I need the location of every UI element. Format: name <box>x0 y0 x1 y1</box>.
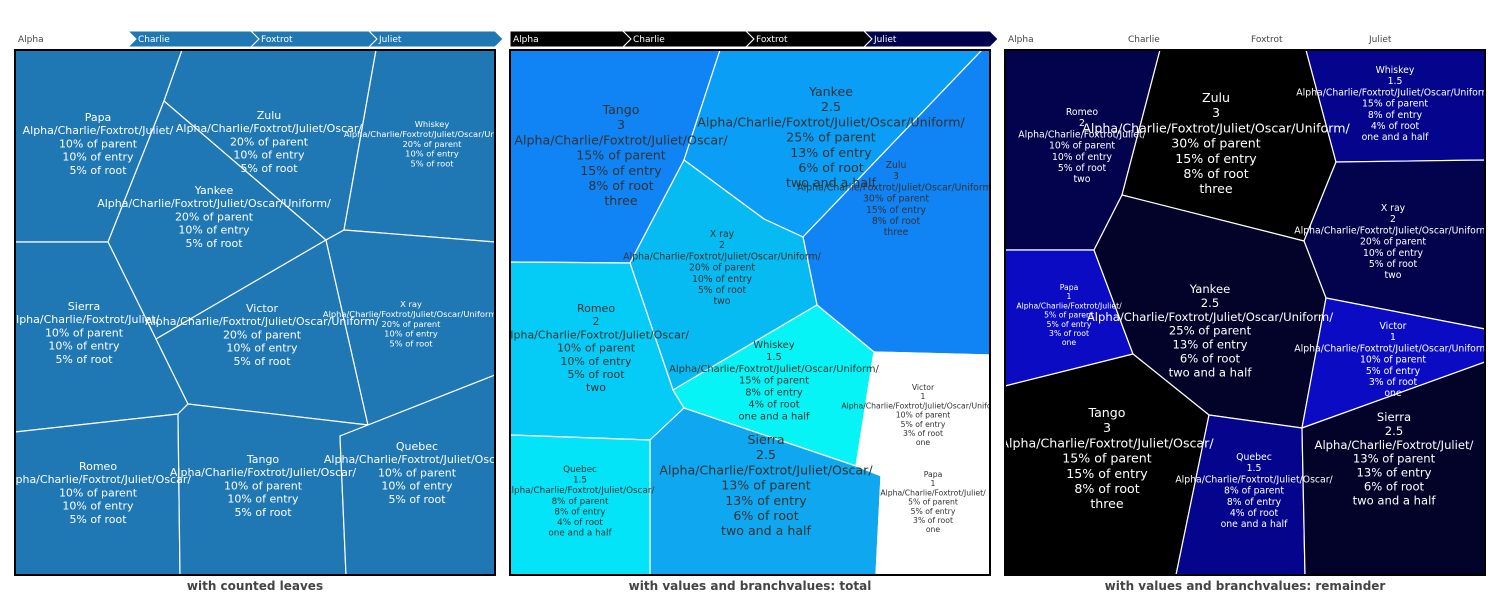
cell-label-victor: Victor Alpha/Charlie/Foxtrot/Juliet/Oscar… <box>145 302 379 368</box>
cell-x-ray[interactable] <box>325 229 495 426</box>
cell-label-zulu: Zulu Alpha/Charlie/Foxtrot/Juliet/Oscar/2… <box>176 109 362 175</box>
cell-label-tango: Tango Alpha/Charlie/Foxtrot/Juliet/Oscar/… <box>170 453 356 519</box>
pathbar-label-juliet: Juliet <box>378 35 402 45</box>
cell-label-papa: Papa 1 Alpha/Charlie/Foxtrot/Juliet/5% of … <box>880 470 986 534</box>
cell-label-romeo: Romeo Alpha/Charlie/Foxtrot/Juliet/Oscar/… <box>5 460 191 526</box>
cell-label-sierra: Sierra 2.5 Alpha/Charlie/Foxtrot/Juliet/13… <box>1315 410 1474 507</box>
cell-label-x-ray: X ray 2 Alpha/Charlie/Foxtrot/Juliet/Oscar… <box>623 229 821 307</box>
cell-romeo[interactable] <box>15 413 181 575</box>
pathbar-label-foxtrot: Foxtrot <box>756 35 788 45</box>
pathbar-segment-juliet[interactable] <box>862 30 999 48</box>
cell-label-tango: Tango 3 Alpha/Charlie/Foxtrot/Juliet/Oscar… <box>1000 405 1214 511</box>
pathbar: Alpha Charlie Foxtrot Juliet <box>1008 35 1392 45</box>
cell-label-quebec: Quebec Alpha/Charlie/Foxtrot/Juliet/Oscar… <box>324 440 510 506</box>
cell-quebec[interactable] <box>1175 414 1306 575</box>
pathbar-label-charlie: Charlie <box>138 35 170 45</box>
pathbar-segment-juliet[interactable] <box>367 30 504 48</box>
pathbar-label-foxtrot: Foxtrot <box>1251 35 1283 45</box>
cell-label-romeo: Romeo 2 Alpha/Charlie/Foxtrot/Juliet/10% o… <box>1018 107 1146 185</box>
treemap-panel-1: Alpha Charlie Foxtrot Juliet Papa Alpha/Charl… <box>5 30 520 593</box>
cell-label-romeo: Romeo 2 Alpha/Charlie/Foxtrot/Juliet/Oscar… <box>503 302 689 394</box>
cell-sierra[interactable] <box>1301 361 1485 575</box>
cell-label-victor: Victor 1 Alpha/Charlie/Foxtrot/Juliet/Osca… <box>841 383 1005 447</box>
cell-label-whiskey: Whiskey 1.5 Alpha/Charlie/Foxtrot/Juliet/O… <box>669 340 879 422</box>
cell-label-papa: Papa 1 Alpha/Charlie/Foxtrot/Juliet/5% of … <box>1016 283 1122 347</box>
cell-label-sierra: Sierra 2.5 Alpha/Charlie/Foxtrot/Juliet/Os… <box>659 432 873 538</box>
cell-label-yankee: Yankee 2.5 Alpha/Charlie/Foxtrot/Juliet/Os… <box>1087 282 1333 379</box>
panel-title: with values and branchvalues: remainder <box>1105 579 1386 593</box>
pathbar-label-alpha: Alpha <box>18 35 44 45</box>
pathbar-label-juliet: Juliet <box>873 35 897 45</box>
cell-quebec[interactable] <box>510 434 651 575</box>
cell-label-zulu: Zulu 3 Alpha/Charlie/Foxtrot/Juliet/Oscar/… <box>1082 90 1350 196</box>
pathbar-label-charlie: Charlie <box>1128 35 1160 45</box>
treemap-panel-3: Alpha Charlie Foxtrot Juliet Romeo 2 Alpha/Cha… <box>1000 35 1494 593</box>
panel-title: with counted leaves <box>187 579 323 593</box>
cells: Papa Alpha/Charlie/Foxtrot/Juliet/10% of … <box>5 50 520 575</box>
cell-victor[interactable] <box>1301 297 1485 429</box>
cell-label-quebec: Quebec 1.5 Alpha/Charlie/Foxtrot/Juliet/Os… <box>1175 452 1333 530</box>
cells: Tango 3 Alpha/Charlie/Foxtrot/Juliet/Oscar… <box>503 50 1005 575</box>
panel-title: with values and branchvalues: total <box>629 579 872 593</box>
pathbar: Alpha Charlie Foxtrot Juliet <box>509 30 999 48</box>
pathbar-label-alpha: Alpha <box>1008 35 1034 45</box>
cell-label-whiskey: Whiskey Alpha/Charlie/Foxtrot/Juliet/Osca… <box>344 119 520 169</box>
cells: Romeo 2 Alpha/Charlie/Foxtrot/Juliet/10% o… <box>1000 50 1494 575</box>
pathbar-label-charlie: Charlie <box>633 35 665 45</box>
cell-label-tango: Tango 3 Alpha/Charlie/Foxtrot/Juliet/Oscar… <box>514 102 728 208</box>
treemap-panel-2: Alpha Charlie Foxtrot Juliet Tango 3 Alpha/Cha… <box>503 30 1005 593</box>
cell-quebec[interactable] <box>339 374 495 575</box>
pathbar-label-juliet: Juliet <box>1368 35 1392 45</box>
cell-whiskey[interactable] <box>1305 50 1485 163</box>
panel-border <box>14 49 496 576</box>
cell-label-yankee: Yankee Alpha/Charlie/Foxtrot/Juliet/Oscar… <box>97 184 331 250</box>
panel-border <box>1004 49 1486 576</box>
cell-whiskey[interactable] <box>343 50 495 243</box>
cell-label-x-ray: X ray 2 Alpha/Charlie/Foxtrot/Juliet/Oscar… <box>1294 203 1492 281</box>
pathbar: Alpha Charlie Foxtrot Juliet <box>18 30 504 48</box>
cell-papa[interactable] <box>875 472 990 575</box>
cell-label-victor: Victor 1 Alpha/Charlie/Foxtrot/Juliet/Osca… <box>1294 321 1492 399</box>
cell-label-sierra: Sierra Alpha/Charlie/Foxtrot/Juliet/10% o… <box>9 300 160 366</box>
pathbar-label-alpha: Alpha <box>513 35 539 45</box>
cell-label-whiskey: Whiskey 1.5 Alpha/Charlie/Foxtrot/Juliet/O… <box>1296 65 1494 143</box>
panel-border <box>509 49 991 576</box>
cell-label-x-ray: X ray Alpha/Charlie/Foxtrot/Juliet/Oscar/… <box>323 299 499 349</box>
cell-label-quebec: Quebec 1.5 Alpha/Charlie/Foxtrot/Juliet/Os… <box>506 465 655 539</box>
pathbar-label-foxtrot: Foxtrot <box>261 35 293 45</box>
cell-label-zulu: Zulu 3 Alpha/Charlie/Foxtrot/Juliet/Oscar/… <box>797 160 995 238</box>
cell-label-papa: Papa Alpha/Charlie/Foxtrot/Juliet/10% of … <box>23 111 174 177</box>
cell-label-yankee: Yankee 2.5 Alpha/Charlie/Foxtrot/Juliet/Os… <box>697 84 965 190</box>
cell-victor[interactable] <box>855 351 990 474</box>
